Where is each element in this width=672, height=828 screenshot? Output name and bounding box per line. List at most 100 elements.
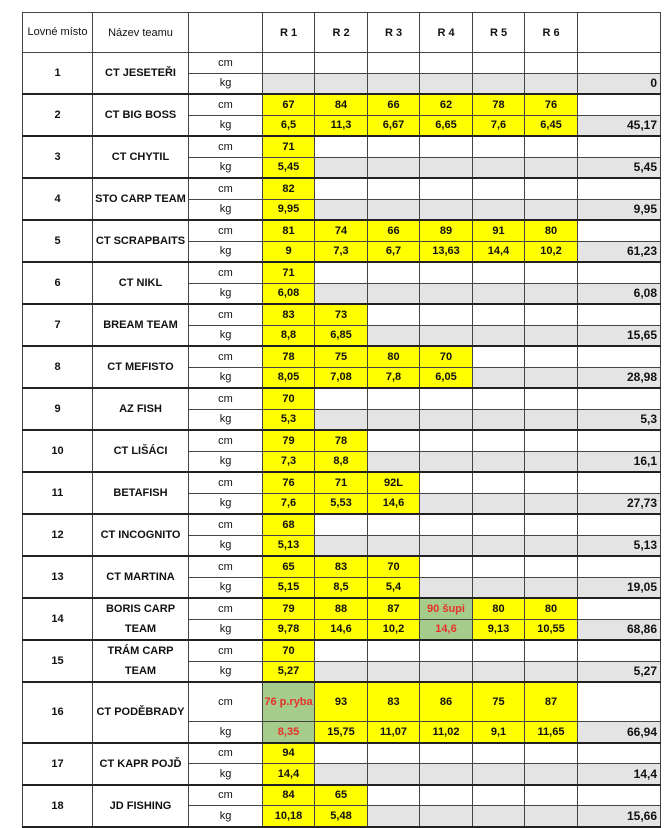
kg-r4-cell: [419, 492, 473, 515]
unit-label: kg: [188, 721, 263, 744]
unit-label: cm: [188, 177, 263, 200]
cm-r6-cell: [524, 345, 578, 368]
total-kg: 45,17: [577, 114, 661, 137]
kg-r2-cell: [314, 282, 368, 305]
cm-r2-cell: 71: [314, 471, 368, 494]
total-empty: [577, 555, 661, 578]
kg-r5-cell: [472, 72, 525, 95]
unit-label: kg: [188, 324, 263, 347]
kg-r3-cell: [367, 660, 420, 683]
unit-label: cm: [188, 742, 263, 764]
cm-r1-cell: 79: [262, 597, 315, 620]
total-kg: 15,65: [577, 324, 661, 347]
cm-r4-cell: [419, 742, 473, 764]
cm-r2-cell: [314, 513, 368, 536]
cm-r3-cell: [367, 177, 420, 200]
kg-r5-cell: 9,13: [472, 618, 525, 641]
kg-r5-cell: [472, 805, 525, 828]
kg-r4-cell: [419, 72, 473, 95]
total-empty: [577, 429, 661, 452]
team-row-kg: kg 7,3 8,8 16,1: [23, 450, 661, 473]
kg-r6-cell: [524, 282, 578, 305]
place-number: 3: [22, 135, 93, 179]
cm-r2-cell: [314, 261, 368, 284]
kg-r2-cell: 11,3: [314, 114, 368, 137]
cm-r1-cell: 79: [262, 429, 315, 452]
kg-r2-cell: [314, 660, 368, 683]
cm-r2-cell: [314, 177, 368, 200]
team-row-cm: 3 CT CHYTIL cm 71: [22, 135, 661, 179]
cm-r5-cell: [472, 52, 525, 74]
kg-r2-cell: [314, 534, 368, 557]
cm-r4-cell: [419, 177, 473, 200]
total-empty: [577, 784, 661, 806]
kg-r4-cell: [419, 282, 473, 305]
cm-r5-cell: 78: [472, 93, 525, 116]
team-row-cm: 16 CT PODĚBRADY cm 76 p.ryba 93 83 86 75 87: [22, 681, 661, 744]
team-name: TRÁM CARP TEAM: [92, 639, 189, 683]
cm-r2-cell: 83: [314, 555, 368, 578]
kg-r4-cell: 6,65: [419, 114, 473, 137]
cm-r6-cell: [524, 52, 578, 74]
unit-label: kg: [188, 763, 263, 786]
team-row-kg: kg 5,13 5,13: [23, 534, 661, 557]
cm-r3-cell: [367, 429, 420, 452]
team-row-cm: 8 CT MEFISTO cm 78 75 80 70: [22, 345, 661, 389]
unit-label: cm: [188, 93, 263, 116]
kg-r5-cell: [472, 660, 525, 683]
team-row-kg: kg 8,05 7,08 7,8 6,05 28,98: [23, 366, 661, 389]
kg-r5-cell: [472, 450, 525, 473]
header-r3: R 3: [367, 12, 420, 53]
cm-r1-cell: 76: [262, 471, 315, 494]
team-row-kg: kg 5,45 5,45: [23, 156, 661, 179]
cm-r5-cell: [472, 471, 525, 494]
kg-r1-cell: 9,95: [262, 198, 315, 221]
cm-r4-cell: 90 šupi: [419, 597, 473, 620]
kg-r1-cell: 6,5: [262, 114, 315, 137]
cm-r3-cell: [367, 639, 420, 662]
kg-r2-cell: 5,53: [314, 492, 368, 515]
cm-r1-cell: 71: [262, 261, 315, 284]
unit-label: kg: [188, 534, 263, 557]
cm-r6-cell: [524, 639, 578, 662]
unit-label: kg: [188, 576, 263, 599]
kg-r1-cell: 8,35: [262, 721, 315, 744]
cm-r2-cell: [314, 135, 368, 158]
place-number: 9: [22, 387, 93, 431]
kg-r1-cell: 7,6: [262, 492, 315, 515]
cm-r4-cell: [419, 429, 473, 452]
total-empty: [577, 177, 661, 200]
unit-label: cm: [188, 784, 263, 806]
kg-r5-cell: [472, 282, 525, 305]
cm-r3-cell: 83: [367, 681, 420, 722]
unit-label: cm: [188, 639, 263, 662]
kg-r2-cell: 5,48: [314, 805, 368, 828]
cm-r2-cell: 78: [314, 429, 368, 452]
kg-r6-cell: [524, 805, 578, 828]
kg-r3-cell: [367, 198, 420, 221]
total-empty: [577, 387, 661, 410]
cm-r4-cell: 70: [419, 345, 473, 368]
cm-r5-cell: [472, 345, 525, 368]
total-kg: 9,95: [577, 198, 661, 221]
kg-r4-cell: [419, 198, 473, 221]
total-empty: [577, 219, 661, 242]
team-row-cm: 12 CT INCOGNITO cm 68: [22, 513, 661, 557]
cm-r1-cell: 70: [262, 387, 315, 410]
kg-r2-cell: [314, 198, 368, 221]
total-empty: [577, 52, 661, 74]
kg-r6-cell: [524, 198, 578, 221]
place-number: 13: [22, 555, 93, 599]
cm-r3-cell: 87: [367, 597, 420, 620]
total-kg: 0: [577, 72, 661, 95]
kg-r2-cell: 6,85: [314, 324, 368, 347]
cm-r1-cell: 78: [262, 345, 315, 368]
team-name: STO CARP TEAM: [92, 177, 189, 221]
kg-r3-cell: 7,8: [367, 366, 420, 389]
cm-r4-cell: [419, 261, 473, 284]
place-number: 5: [22, 219, 93, 263]
kg-r6-cell: [524, 324, 578, 347]
team-row-cm: 15 TRÁM CARP TEAM cm 70: [22, 639, 661, 683]
kg-r4-cell: [419, 408, 473, 431]
kg-r3-cell: [367, 72, 420, 95]
